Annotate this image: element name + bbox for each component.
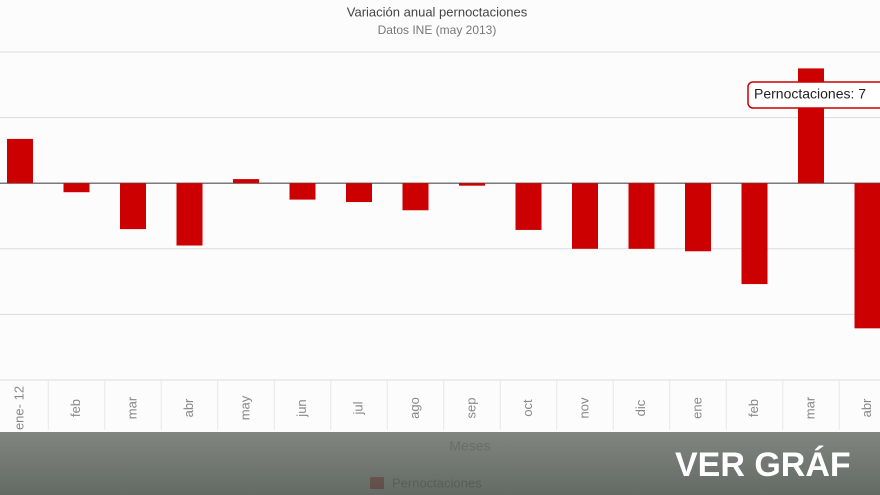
x-tick-label: ago: [407, 397, 422, 419]
x-tick-label: feb: [68, 399, 83, 417]
x-tick-label: abr: [859, 398, 874, 417]
tooltip-box: [747, 81, 880, 109]
banner: [0, 432, 880, 495]
banner-text: VER GRÁF: [675, 446, 851, 484]
bar: [572, 183, 598, 249]
x-tick-label: ene: [689, 397, 704, 419]
bar: [459, 183, 485, 186]
bar: [685, 183, 711, 252]
bar: [854, 183, 880, 329]
chart-subtitle: Datos INE (may 2013): [378, 23, 497, 37]
x-tick-label: feb: [746, 399, 761, 417]
x-tick-label: mar: [124, 396, 139, 419]
tooltip-text: Pernoctaciones: 7: [754, 86, 866, 102]
chart-title: Variación anual pernoctaciones: [347, 4, 528, 19]
x-tick-label: may: [237, 395, 252, 420]
bar: [402, 183, 429, 211]
x-tick-label: mar: [802, 396, 817, 419]
bar: [346, 183, 372, 203]
bar: [741, 183, 768, 285]
x-tick-label: dic: [633, 399, 648, 416]
bar: [176, 183, 203, 246]
bar: [63, 183, 90, 193]
bar: [7, 138, 33, 184]
x-tick-label: jul: [350, 401, 365, 415]
x-tick-label: sep: [463, 398, 478, 419]
bar: [515, 183, 542, 230]
x-tick-label: ene- 12: [11, 386, 26, 430]
x-tick-label: oct: [520, 399, 535, 417]
x-tick-label: jun: [294, 399, 309, 417]
bar: [628, 183, 655, 249]
bar: [289, 183, 316, 200]
bar: [233, 179, 259, 184]
x-tick-label: abr: [181, 398, 196, 417]
x-tick-label: nov: [576, 397, 591, 418]
bar: [120, 183, 146, 230]
